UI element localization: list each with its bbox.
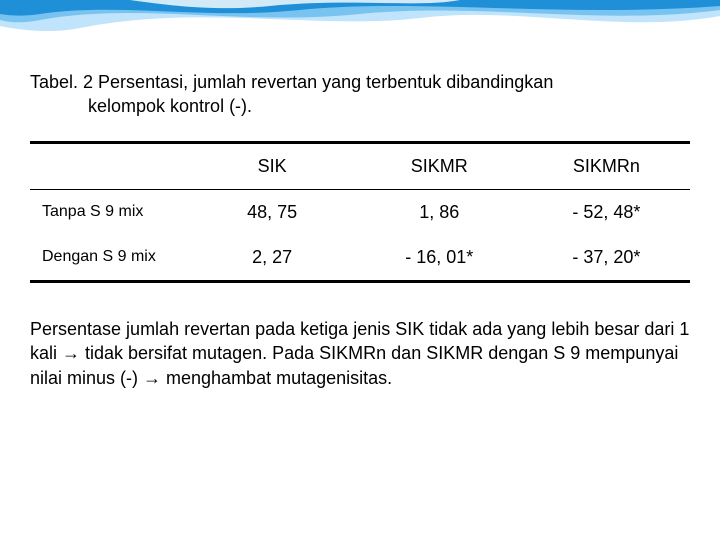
- cell: 2, 27: [189, 235, 356, 282]
- col-header: SIKMRn: [523, 142, 690, 189]
- cell: 1, 86: [356, 189, 523, 235]
- data-table: SIK SIKMR SIKMRn Tanpa S 9 mix 48, 75 1,…: [30, 141, 690, 283]
- table-row: Tanpa S 9 mix 48, 75 1, 86 - 52, 48*: [30, 189, 690, 235]
- header-wave-decoration: [0, 0, 720, 75]
- col-header: SIK: [189, 142, 356, 189]
- table-caption: Tabel. 2 Persentasi, jumlah revertan yan…: [30, 70, 690, 119]
- table-row: Dengan S 9 mix 2, 27 - 16, 01* - 37, 20*: [30, 235, 690, 282]
- caption-line2: kelompok kontrol (-).: [30, 94, 690, 118]
- explanatory-paragraph: Persentase jumlah revertan pada ketiga j…: [30, 317, 690, 391]
- cell: - 37, 20*: [523, 235, 690, 282]
- table-header-row: SIK SIKMR SIKMRn: [30, 142, 690, 189]
- slide-content: Tabel. 2 Persentasi, jumlah revertan yan…: [30, 70, 690, 391]
- row-label: Tanpa S 9 mix: [30, 189, 189, 235]
- col-header: SIKMR: [356, 142, 523, 189]
- cell: 48, 75: [189, 189, 356, 235]
- cell: - 16, 01*: [356, 235, 523, 282]
- header-empty: [30, 142, 189, 189]
- caption-line1: Tabel. 2 Persentasi, jumlah revertan yan…: [30, 72, 553, 92]
- cell: - 52, 48*: [523, 189, 690, 235]
- row-label: Dengan S 9 mix: [30, 235, 189, 282]
